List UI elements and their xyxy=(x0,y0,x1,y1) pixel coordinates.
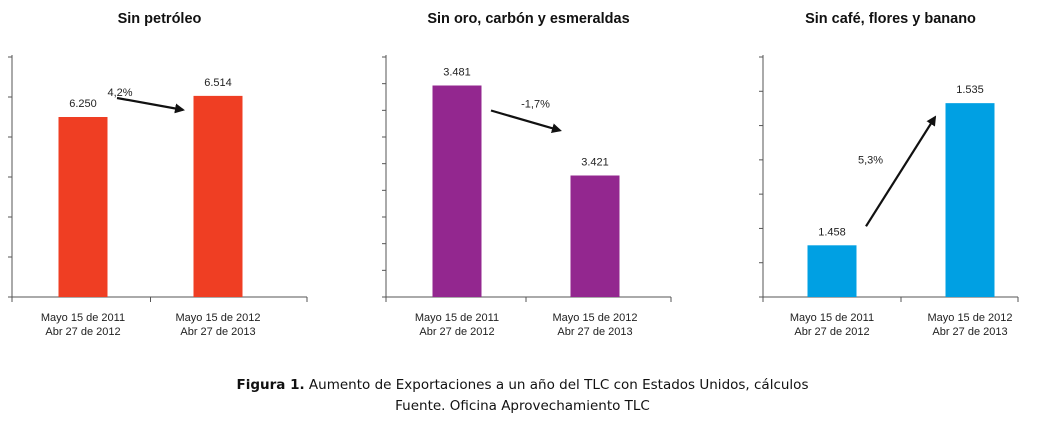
bar xyxy=(432,85,482,297)
bar xyxy=(193,95,243,297)
x-tick-label: Abr 27 de 2013 xyxy=(932,326,1007,338)
figure-label: Figura 1. xyxy=(236,377,305,393)
bar xyxy=(58,117,108,297)
charts-area: Sin petróleo 6.250 Mayo 15 de 2011 Abr 27 d… xyxy=(8,11,1019,338)
data-label: 1.458 xyxy=(818,226,846,238)
x-tick-label: Mayo 15 de 2012 xyxy=(175,312,260,324)
change-arrow xyxy=(490,109,562,134)
figure-text: Aumento de Exportaciones a un año del TL… xyxy=(304,377,809,393)
data-label: 6.514 xyxy=(204,77,232,89)
x-tick-label: Mayo 15 de 2012 xyxy=(927,312,1012,324)
change-label: 4,2% xyxy=(107,87,132,99)
figure-source: Fuente. Oficina Aprovechamiento TLC xyxy=(395,398,650,414)
bar xyxy=(945,103,995,298)
x-tick-label: Abr 27 de 2012 xyxy=(45,326,120,338)
x-tick-label: Abr 27 de 2013 xyxy=(180,326,255,338)
chart-title: Sin petróleo xyxy=(118,11,202,27)
data-label: 3.421 xyxy=(581,157,609,169)
chart-title: Sin oro, carbón y esmeraldas xyxy=(427,11,629,27)
x-tick-label: Abr 27 de 2012 xyxy=(794,326,869,338)
change-arrow xyxy=(865,115,937,227)
x-tick-label: Mayo 15 de 2011 xyxy=(790,312,874,324)
change-label: 5,3% xyxy=(858,155,883,167)
data-label: 3.481 xyxy=(443,67,471,79)
x-tick-label: Mayo 15 de 2012 xyxy=(552,312,637,324)
figure-caption: Figura 1. Aumento de Exportaciones a un … xyxy=(0,377,1045,393)
bar xyxy=(570,175,620,297)
data-label: 1.535 xyxy=(956,84,984,96)
x-tick-label: Abr 27 de 2012 xyxy=(419,326,494,338)
data-label: 6.250 xyxy=(69,98,97,110)
x-tick-label: Mayo 15 de 2011 xyxy=(41,312,125,324)
chart-title: Sin café, flores y banano xyxy=(805,11,976,27)
x-tick-label: Abr 27 de 2013 xyxy=(557,326,632,338)
x-tick-label: Mayo 15 de 2011 xyxy=(415,312,499,324)
bar xyxy=(807,245,857,297)
change-label: -1,7% xyxy=(521,99,550,111)
change-arrow xyxy=(116,96,185,114)
